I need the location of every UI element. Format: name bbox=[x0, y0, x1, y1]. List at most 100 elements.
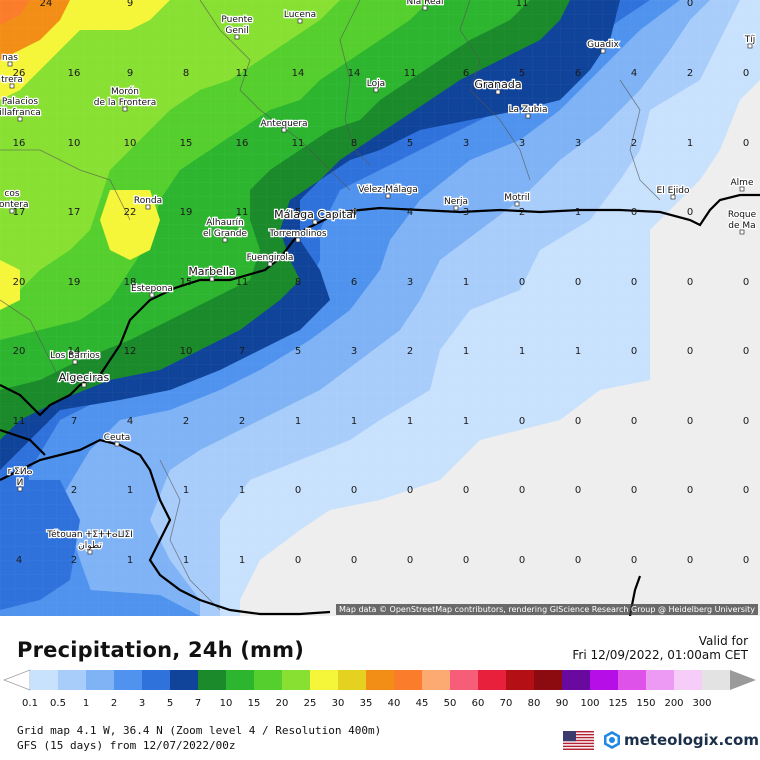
precipitation-map[interactable]: Puente Genil Lucena Nia Real Guadix Tíj Morón d… bbox=[0, 0, 760, 616]
scale-swatch bbox=[646, 670, 675, 690]
grid-value: 0 bbox=[743, 485, 749, 496]
grid-value: 19 bbox=[180, 207, 193, 218]
city-marker bbox=[87, 549, 93, 555]
grid-value: 9 bbox=[127, 0, 133, 9]
city-label[interactable]: Granada bbox=[473, 77, 523, 95]
city-label[interactable]: nas bbox=[1, 52, 20, 67]
grid-value: 0 bbox=[351, 555, 357, 566]
grid-value: 1 bbox=[407, 416, 413, 427]
city-label[interactable]: Nia Real bbox=[405, 0, 445, 11]
city-marker bbox=[17, 486, 23, 492]
scale-label: 90 bbox=[556, 698, 569, 708]
city-label[interactable]: El Ejido bbox=[655, 185, 691, 200]
city-name: ⵍ bbox=[17, 478, 24, 488]
grid-value: 10 bbox=[124, 138, 137, 149]
grid-value: 0 bbox=[687, 0, 693, 9]
grid-value: 16 bbox=[68, 68, 81, 79]
grid-value: 20 bbox=[13, 277, 26, 288]
city-name: Loja bbox=[367, 79, 385, 89]
city-marker bbox=[9, 83, 15, 89]
city-label[interactable]: Ceuta bbox=[102, 432, 132, 447]
grid-value: 8 bbox=[295, 277, 301, 288]
city-label[interactable]: Loja bbox=[366, 78, 386, 93]
city-marker bbox=[281, 127, 287, 133]
city-label[interactable]: Alme bbox=[729, 177, 755, 192]
scale-swatch bbox=[58, 670, 87, 690]
city-label[interactable]: Algeciras bbox=[58, 370, 111, 388]
scale-arrow-left bbox=[3, 669, 31, 691]
city-label[interactable]: Marbella bbox=[187, 264, 237, 282]
grid-value: 24 bbox=[40, 0, 53, 9]
scale-swatch bbox=[226, 670, 255, 690]
city-label[interactable]: Vélez-Málaga bbox=[357, 183, 419, 199]
city-marker bbox=[295, 237, 301, 243]
city-label[interactable]: Fuengirola bbox=[245, 252, 295, 267]
city-name: Alme bbox=[731, 178, 754, 188]
city-label[interactable]: cosrontera bbox=[0, 188, 30, 214]
grid-value: 6 bbox=[463, 68, 469, 79]
city-marker bbox=[297, 18, 303, 24]
city-label[interactable]: Motril bbox=[503, 192, 531, 207]
city-name: Estepona bbox=[131, 284, 173, 294]
city-name: Alhaurín bbox=[206, 218, 244, 228]
city-name: Palacios bbox=[2, 97, 39, 107]
scale-label: 1 bbox=[83, 698, 89, 708]
grid-value: 1 bbox=[519, 346, 525, 357]
grid-value: 0 bbox=[519, 277, 525, 288]
color-scale: 0.1 0.5 1 2 3 5 7 10 15 20 25 30 35 40 45 50 60 70 80 90 100… bbox=[3, 669, 756, 708]
grid-value: 0 bbox=[743, 346, 749, 357]
city-label[interactable]: La Zubia bbox=[507, 104, 549, 119]
scale-swatch bbox=[366, 670, 395, 690]
grid-value: 0 bbox=[407, 485, 413, 496]
city-marker bbox=[9, 208, 15, 214]
meteologix-logo-icon bbox=[604, 731, 620, 749]
scale-label: 300 bbox=[692, 698, 711, 708]
grid-value: 0 bbox=[519, 555, 525, 566]
city-label[interactable]: Antequera bbox=[259, 118, 309, 133]
city-name: Roque bbox=[728, 210, 757, 220]
grid-value: 19 bbox=[68, 277, 81, 288]
city-name: Torremolinos bbox=[268, 229, 327, 239]
city-label[interactable]: Guadix bbox=[586, 39, 621, 54]
grid-value: 7 bbox=[239, 346, 245, 357]
city-label[interactable]: Nerja bbox=[443, 196, 469, 211]
city-label[interactable]: Ronda bbox=[133, 195, 163, 210]
scale-swatch bbox=[394, 670, 423, 690]
city-name: de la Frontera bbox=[94, 98, 157, 108]
city-label[interactable]: Torremolinos bbox=[267, 228, 328, 243]
city-label[interactable]: Tíj bbox=[743, 34, 757, 49]
city-label[interactable]: Los Barrios bbox=[49, 350, 101, 365]
grid-value: 4 bbox=[16, 555, 22, 566]
us-flag-icon[interactable] bbox=[563, 731, 594, 750]
city-marker bbox=[145, 204, 151, 210]
city-name: el Grande bbox=[203, 229, 248, 239]
city-label[interactable]: Málaga Capital bbox=[273, 207, 357, 225]
grid-value: 0 bbox=[575, 277, 581, 288]
grid-value: 1 bbox=[575, 207, 581, 218]
grid-value: 4 bbox=[631, 68, 637, 79]
grid-value: 0 bbox=[631, 207, 637, 218]
city-name: trera bbox=[1, 75, 23, 85]
grid-value: 20 bbox=[13, 346, 26, 357]
city-label[interactable]: trera bbox=[0, 74, 24, 89]
grid-value: 0 bbox=[743, 416, 749, 427]
scale-swatch bbox=[478, 670, 507, 690]
grid-value: 1 bbox=[687, 138, 693, 149]
brand-logo[interactable]: meteologix.com bbox=[602, 729, 759, 751]
model-info[interactable]: GFS (15 days) from 12/07/2022/00z bbox=[17, 739, 236, 752]
city-name: Málaga Capital bbox=[274, 208, 356, 221]
city-name: rontera bbox=[0, 200, 29, 210]
grid-value: 10 bbox=[68, 138, 81, 149]
city-label[interactable]: Estepona bbox=[130, 283, 174, 298]
brand-name: meteologix.com bbox=[624, 731, 759, 749]
city-label[interactable]: Lucena bbox=[283, 9, 317, 24]
